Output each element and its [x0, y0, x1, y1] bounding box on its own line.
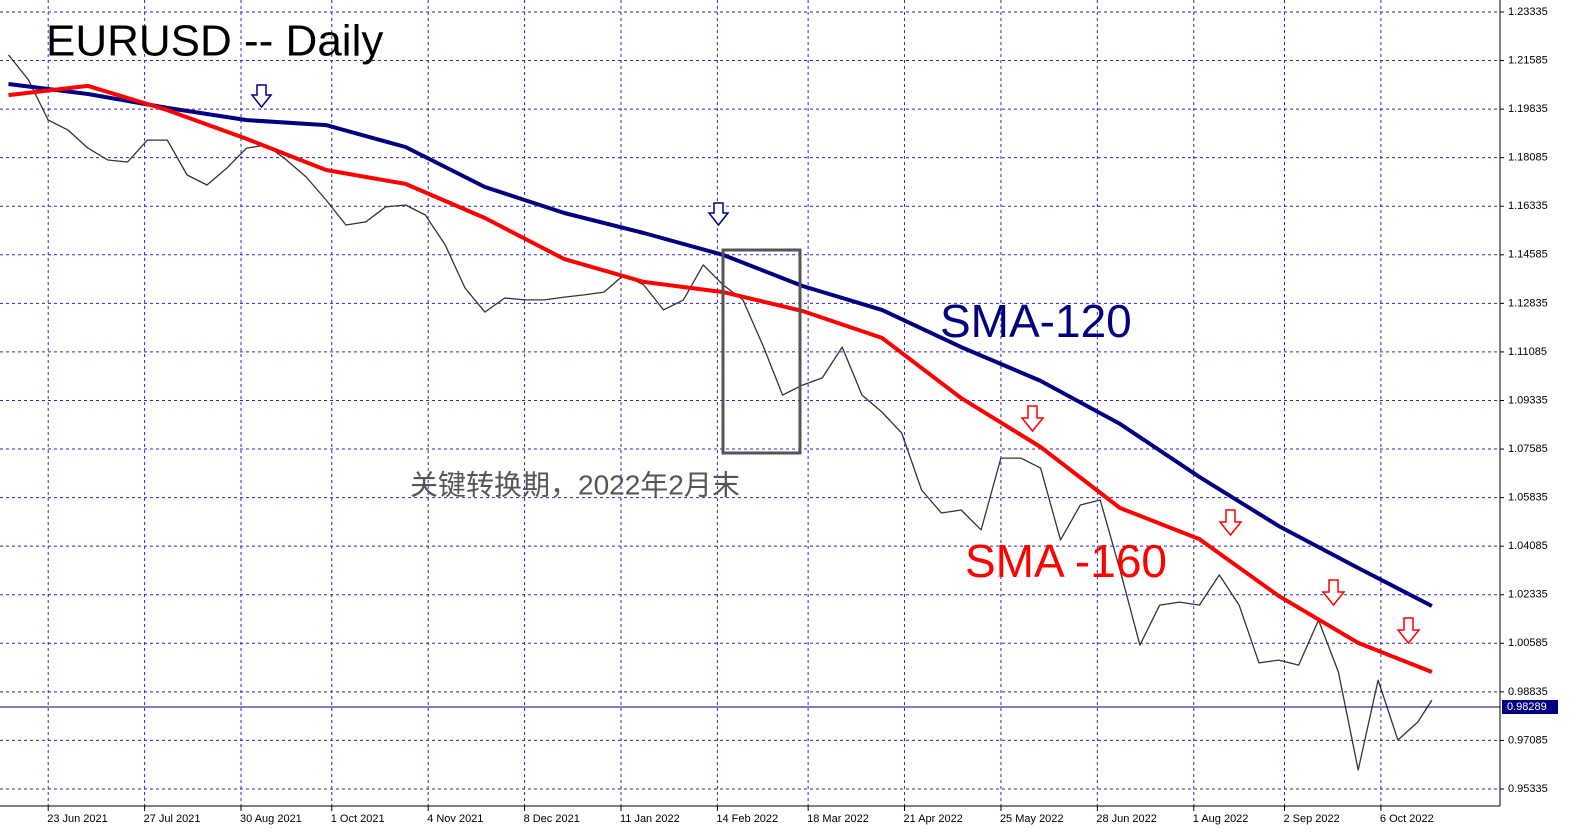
arrow: [250, 84, 273, 109]
x-tick-label: 25 May 2022: [1000, 813, 1064, 825]
x-tick-label: 27 Jul 2021: [144, 813, 201, 825]
y-tick-label: 1.00585: [1508, 637, 1548, 649]
x-tick-label: 18 Mar 2022: [807, 813, 869, 825]
y-tick-label: 1.09335: [1508, 394, 1548, 406]
grid: [0, 0, 1500, 806]
y-tick-label: 1.05835: [1508, 492, 1548, 504]
y-tick-label: 0.98835: [1508, 686, 1548, 698]
y-tick-label: 1.18085: [1508, 152, 1548, 164]
arrow: [707, 202, 730, 227]
current-price-box: [1502, 700, 1558, 715]
x-tick-label: 30 Aug 2021: [240, 813, 302, 825]
x-tick-label: 4 Nov 2021: [427, 813, 483, 825]
chart-title: EURUSD -- Daily: [46, 17, 383, 66]
arrow: [1218, 509, 1243, 537]
y-tick-label: 1.14585: [1508, 249, 1548, 261]
x-tick-label: 21 Apr 2022: [904, 813, 963, 825]
arrow: [1321, 579, 1346, 607]
arrow: [1396, 617, 1421, 645]
x-tick-label: 11 Jan 2022: [620, 813, 680, 825]
y-tick-label: 1.07585: [1508, 443, 1548, 455]
x-tick-label: 23 Jun 2021: [47, 813, 108, 825]
y-tick-label: 1.16335: [1508, 200, 1548, 212]
y-tick-label: 1.02335: [1508, 589, 1548, 601]
y-tick-label: 1.23335: [1508, 6, 1548, 18]
x-tick-label: 28 Jun 2022: [1096, 813, 1157, 825]
arrows-blue: [250, 84, 730, 227]
series-label: SMA-120: [940, 295, 1132, 347]
x-tick-label: 8 Dec 2021: [524, 813, 580, 825]
y-tick-label: 0.97085: [1508, 734, 1548, 746]
x-tick-label: 1 Oct 2021: [331, 813, 385, 825]
y-tick-label: 1.04085: [1508, 540, 1548, 552]
arrow: [1020, 405, 1045, 433]
annotation: 关键转换期，2022年2月末: [410, 469, 740, 500]
series-label: SMA -160: [965, 535, 1167, 587]
x-tick-label: 2 Sep 2022: [1283, 813, 1339, 825]
y-tick-label: 1.11085: [1508, 346, 1547, 358]
y-tick-label: 1.21585: [1508, 54, 1548, 66]
arrows-red: [1020, 405, 1421, 645]
y-tick-label: 0.95335: [1508, 783, 1548, 795]
current-price-label: 0.98289: [1507, 701, 1547, 713]
x-tick-label: 6 Oct 2022: [1380, 813, 1434, 825]
highlight-box: [721, 248, 802, 455]
y-tick-label: 1.12835: [1508, 297, 1548, 309]
plot-area: [0, 0, 1500, 806]
x-tick-label: 1 Aug 2022: [1193, 813, 1249, 825]
y-tick-label: 1.19835: [1508, 103, 1548, 115]
x-tick-label: 14 Feb 2022: [716, 813, 778, 825]
